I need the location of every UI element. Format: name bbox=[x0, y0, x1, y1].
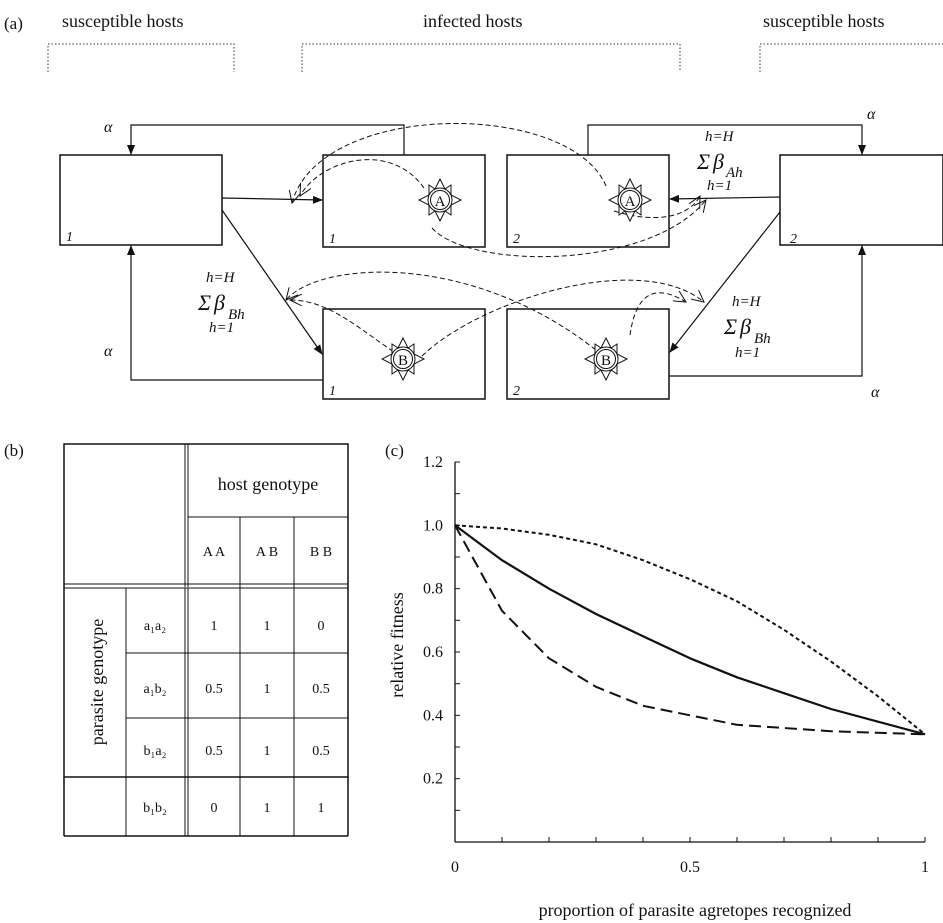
series-line-dotted bbox=[454, 524, 926, 736]
y-axis-label: relative fitness bbox=[387, 592, 407, 697]
cell-2-1: 0.5 bbox=[205, 682, 223, 697]
alpha-label-bottom-right: α bbox=[871, 384, 880, 401]
parasite-a-right: A bbox=[608, 178, 652, 222]
cell-4-2: 1 bbox=[264, 801, 271, 816]
parasite-a-left-label: A bbox=[435, 194, 446, 210]
rate-beta-ah-top: h=H bbox=[705, 129, 735, 145]
parasite-a-right-label: A bbox=[625, 194, 636, 210]
rate-beta-bh-right-bottom: h=1 bbox=[735, 345, 760, 361]
column-header-aa: A A bbox=[203, 545, 226, 560]
transition-arrows bbox=[127, 124, 866, 381]
cell-1-1: 1 bbox=[211, 619, 218, 634]
cell-4-3: 1 bbox=[318, 801, 325, 816]
rate-beta-bh-left-beta: β bbox=[213, 290, 225, 315]
box-infected-b2 bbox=[506, 308, 670, 400]
parasite-b-left-label: B bbox=[398, 353, 408, 369]
header-infected: infected hosts bbox=[423, 11, 522, 31]
y-tick-label: 0.6 bbox=[423, 644, 443, 661]
y-tick-label: 0.4 bbox=[423, 707, 443, 724]
cell-2-3: 0.5 bbox=[312, 682, 330, 697]
header-susceptible-right: susceptible hosts bbox=[763, 11, 885, 31]
rate-beta-bh-right-subscript: Bh bbox=[754, 331, 771, 347]
chart-lines bbox=[454, 524, 926, 736]
row-genotype-4: b₁b₂ bbox=[143, 801, 167, 816]
cell-3-2: 1 bbox=[264, 744, 271, 759]
rate-beta-ah-beta: β bbox=[712, 149, 724, 174]
box-number-s2: 2 bbox=[790, 232, 797, 247]
cell-3-1: 0.5 bbox=[205, 744, 223, 759]
header-brackets bbox=[47, 43, 943, 72]
x-tick-label: 0 bbox=[451, 859, 459, 876]
parasite-b-right-label: B bbox=[601, 353, 611, 369]
box-number-ib2: 2 bbox=[513, 384, 520, 399]
column-header-ab: A B bbox=[256, 545, 278, 560]
infection-curves bbox=[286, 123, 706, 361]
series-line-solid bbox=[454, 524, 926, 736]
panel-a-label: (a) bbox=[4, 14, 23, 33]
chart-axes: 0 0.5 1 0.2 0.4 0.6 0.8 1.0 1.2 bbox=[423, 454, 929, 876]
y-tick-label: 0.8 bbox=[423, 581, 443, 598]
cell-2-2: 1 bbox=[264, 682, 271, 697]
rate-beta-bh-left-sigma: Σ bbox=[197, 290, 211, 315]
parasite-a-left: A bbox=[418, 178, 462, 222]
x-axis-label: proportion of parasite agretopes recogni… bbox=[539, 900, 852, 920]
host-genotype-header: host genotype bbox=[218, 474, 319, 494]
rate-beta-bh-left-bottom: h=1 bbox=[209, 320, 234, 336]
alpha-label-top-right: α bbox=[867, 106, 876, 123]
x-tick-label: 1 bbox=[921, 859, 929, 876]
panel-b-label: (b) bbox=[4, 441, 24, 460]
rate-beta-bh-left: h=H Σ β Bh h=1 bbox=[197, 270, 245, 336]
genotype-table-grid bbox=[63, 443, 349, 778]
rate-beta-bh-left-subscript: Bh bbox=[228, 307, 245, 323]
rate-beta-bh-left-top: h=H bbox=[206, 270, 236, 286]
rate-beta-bh-right-beta: β bbox=[739, 314, 751, 339]
rate-beta-ah-sigma: Σ bbox=[696, 149, 710, 174]
panel-b: (b) host genotype parasite genotype A A … bbox=[4, 441, 349, 837]
rate-beta-bh-right-top: h=H bbox=[732, 294, 762, 310]
rate-beta-bh-right-sigma: Σ bbox=[723, 314, 737, 339]
alpha-label-top-left: α bbox=[104, 119, 113, 136]
row-genotype-3: b₁a₂ bbox=[144, 744, 167, 759]
box-susceptible-1 bbox=[59, 154, 223, 246]
panel-c-label: (c) bbox=[385, 441, 404, 460]
panel-c: (c) 0 0.5 1 0.2 0.4 0.6 0.8 1.0 1.2 relative fit… bbox=[385, 441, 929, 920]
y-tick-label: 0.2 bbox=[423, 771, 443, 788]
parasite-b-right: B bbox=[584, 337, 628, 381]
parasite-b-left: B bbox=[381, 337, 425, 381]
box-number-ia2: 2 bbox=[513, 232, 520, 247]
box-number-ia1: 1 bbox=[329, 232, 336, 247]
cell-3-3: 0.5 bbox=[312, 744, 330, 759]
cell-4-1: 0 bbox=[211, 801, 218, 816]
rate-beta-ah: h=H Σ β Ah h=1 bbox=[696, 129, 743, 194]
rate-beta-ah-bottom: h=1 bbox=[707, 178, 732, 194]
x-tick-label: 0.5 bbox=[680, 859, 700, 876]
column-header-bb: B B bbox=[310, 545, 332, 560]
genotype-table-row4-grid bbox=[63, 777, 349, 837]
cell-1-2: 1 bbox=[264, 619, 271, 634]
row-genotype-2: a₁b₂ bbox=[144, 682, 167, 697]
alpha-label-bottom-left: α bbox=[104, 343, 113, 360]
panel-a: (a) susceptible hosts infected hosts sus… bbox=[4, 11, 943, 401]
header-susceptible-left: susceptible hosts bbox=[62, 11, 184, 31]
rate-beta-ah-subscript: Ah bbox=[725, 165, 743, 181]
box-susceptible-2 bbox=[779, 154, 943, 246]
series-line-dashed bbox=[454, 524, 926, 736]
row-genotype-1: a₁a₂ bbox=[144, 619, 166, 634]
rate-beta-bh-right: h=H Σ β Bh h=1 bbox=[723, 294, 771, 361]
y-tick-label: 1.0 bbox=[423, 517, 443, 534]
parasite-genotype-header: parasite genotype bbox=[87, 619, 107, 745]
box-number-ib1: 1 bbox=[329, 384, 336, 399]
y-tick-label: 1.2 bbox=[423, 454, 443, 471]
cell-1-3: 0 bbox=[318, 619, 325, 634]
box-number-s1: 1 bbox=[66, 230, 73, 245]
